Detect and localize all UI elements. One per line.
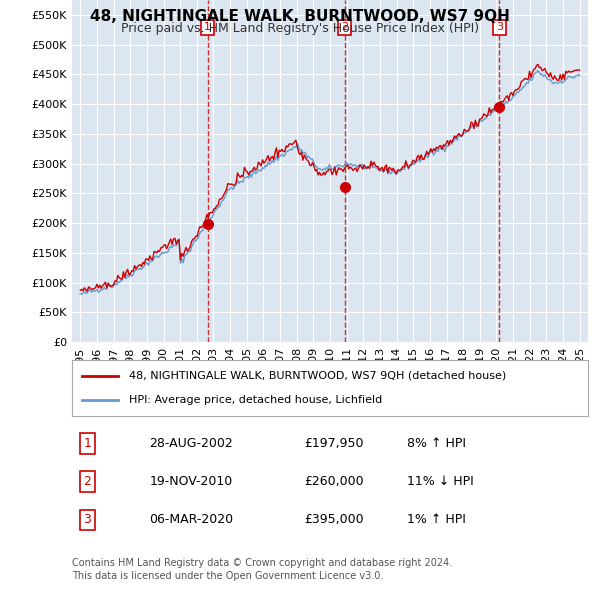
Text: 19-NOV-2010: 19-NOV-2010 xyxy=(149,475,233,488)
Text: 1: 1 xyxy=(83,437,91,450)
Text: Price paid vs. HM Land Registry's House Price Index (HPI): Price paid vs. HM Land Registry's House … xyxy=(121,22,479,35)
Text: 3: 3 xyxy=(496,22,503,32)
Text: 1: 1 xyxy=(204,22,211,32)
Text: 8% ↑ HPI: 8% ↑ HPI xyxy=(407,437,466,450)
Text: £395,000: £395,000 xyxy=(304,513,364,526)
Text: £260,000: £260,000 xyxy=(304,475,364,488)
Text: This data is licensed under the Open Government Licence v3.0.: This data is licensed under the Open Gov… xyxy=(72,571,383,581)
Text: 2: 2 xyxy=(341,22,348,32)
Text: 2: 2 xyxy=(83,475,91,488)
Text: HPI: Average price, detached house, Lichfield: HPI: Average price, detached house, Lich… xyxy=(129,395,382,405)
Text: Contains HM Land Registry data © Crown copyright and database right 2024.: Contains HM Land Registry data © Crown c… xyxy=(72,558,452,568)
Text: 48, NIGHTINGALE WALK, BURNTWOOD, WS7 9QH (detached house): 48, NIGHTINGALE WALK, BURNTWOOD, WS7 9QH… xyxy=(129,371,506,381)
Text: 11% ↓ HPI: 11% ↓ HPI xyxy=(407,475,474,488)
Text: 28-AUG-2002: 28-AUG-2002 xyxy=(149,437,233,450)
Text: 06-MAR-2020: 06-MAR-2020 xyxy=(149,513,233,526)
Text: 3: 3 xyxy=(83,513,91,526)
Text: 48, NIGHTINGALE WALK, BURNTWOOD, WS7 9QH: 48, NIGHTINGALE WALK, BURNTWOOD, WS7 9QH xyxy=(90,9,510,24)
Text: £197,950: £197,950 xyxy=(304,437,364,450)
Text: 1% ↑ HPI: 1% ↑ HPI xyxy=(407,513,466,526)
